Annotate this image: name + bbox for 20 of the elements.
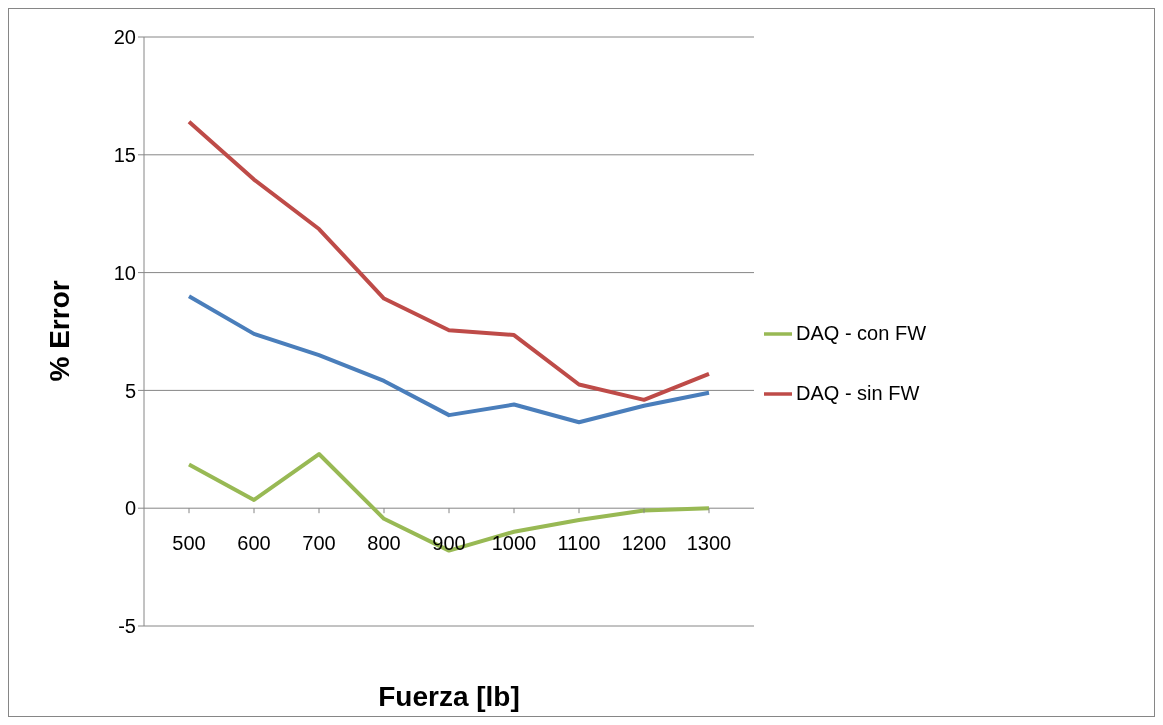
y-tick-label: 10	[113, 261, 136, 284]
y-tick-label: -5	[118, 615, 136, 638]
x-tick-label: 500	[172, 532, 206, 555]
y-tick-label: 20	[113, 26, 136, 49]
x-tick-label: 1300	[686, 532, 732, 555]
line-series	[187, 119, 711, 402]
y-axis-title: % Error	[43, 280, 75, 382]
x-tick-label: 1200	[621, 532, 667, 555]
x-tick-label: 700	[302, 532, 336, 555]
x-tick-label: 600	[237, 532, 271, 555]
line-series	[187, 294, 711, 425]
x-tick-label: 1100	[557, 532, 601, 555]
y-tick-label: 15	[113, 143, 136, 166]
y-tick-label: 5	[124, 379, 136, 402]
legend-label: DAQ - con FW	[796, 321, 927, 344]
y-tick-label: 0	[124, 497, 136, 520]
x-tick-label: 1000	[491, 532, 537, 555]
x-axis-title: Fuerza [lb]	[378, 681, 520, 712]
legend-label: DAQ - sin FW	[796, 381, 920, 404]
x-tick-label: 800	[367, 532, 401, 555]
